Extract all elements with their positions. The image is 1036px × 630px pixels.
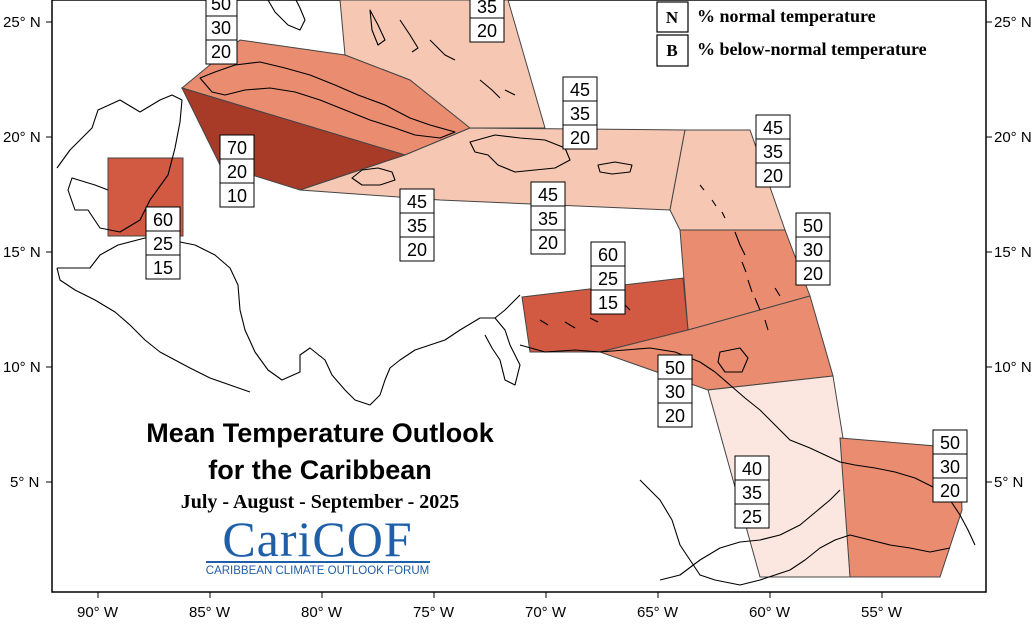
- box-value: 70: [227, 138, 247, 158]
- outlook-period: July - August - September - 2025: [180, 491, 460, 513]
- lat-label: 15° N: [994, 244, 1032, 261]
- lon-labels: 90° W 85° W 80° W 75° W 70° W 65° W 60° …: [77, 604, 903, 621]
- lat-label: 20° N: [994, 129, 1032, 146]
- box-value: 25: [598, 269, 618, 289]
- lon-label: 80° W: [301, 604, 343, 621]
- lat-label: 10° N: [3, 359, 41, 376]
- box-value: 50: [940, 433, 960, 453]
- forecast-box: 50 30 20: [205, 0, 238, 65]
- lon-label: 85° W: [189, 604, 231, 621]
- box-value: 10: [227, 186, 247, 206]
- logo-subtitle: CARIBBEAN CLIMATE OUTLOOK FORUM: [205, 565, 430, 577]
- forecast-box: 45 35 20: [755, 114, 791, 188]
- forecast-box: 35 20: [469, 0, 505, 43]
- lon-label: 70° W: [525, 604, 567, 621]
- forecast-box: 50 30 20: [657, 354, 693, 428]
- box-value: 45: [570, 80, 590, 100]
- box-value: 20: [763, 166, 783, 186]
- box-value: 50: [665, 358, 685, 378]
- box-value: 35: [570, 104, 590, 124]
- forecast-box: 60 25 15: [145, 206, 181, 280]
- legend-text-b: % below-normal temperature: [697, 39, 927, 59]
- lon-label: 75° W: [413, 604, 455, 621]
- legend-key-box: [656, 1, 689, 33]
- forecast-boxes: 50 30 20 35 20 70 20 10 60 25 15: [145, 0, 968, 529]
- lat-label: 5° N: [10, 474, 39, 491]
- box-value: 35: [742, 483, 762, 503]
- box-value: 25: [153, 234, 173, 254]
- lat-labels-right: 25° N 20° N 15° N 10° N 5° N: [994, 14, 1032, 491]
- axis-ticks: [46, 21, 992, 598]
- logo-divider: [206, 561, 430, 563]
- box-value: 30: [211, 18, 231, 38]
- lon-label: 90° W: [77, 604, 119, 621]
- lat-label: 20° N: [3, 129, 41, 146]
- forecast-box: 45 35 20: [399, 188, 435, 262]
- box-value: 20: [407, 240, 427, 260]
- box-value: 50: [803, 216, 823, 236]
- box-value: 30: [940, 457, 960, 477]
- box-value: 20: [227, 162, 247, 182]
- box-value: 20: [211, 42, 231, 62]
- forecast-box: 45 35 20: [530, 181, 566, 255]
- map-title-line2: for the Caribbean: [208, 455, 432, 485]
- box-value: 35: [477, 0, 497, 17]
- box-value: 60: [598, 245, 618, 265]
- lon-label: 65° W: [637, 604, 679, 621]
- box-value: 30: [803, 240, 823, 260]
- legend-key-box: [656, 34, 689, 67]
- box-value: 45: [407, 192, 427, 212]
- legend-key-b: B: [666, 41, 677, 60]
- map-title-line1: Mean Temperature Outlook: [146, 418, 494, 448]
- box-value: 45: [763, 118, 783, 138]
- box-value: 20: [477, 21, 497, 41]
- lat-label: 25° N: [3, 14, 41, 31]
- coastlines: [56, 0, 976, 586]
- lat-label: 25° N: [994, 14, 1032, 31]
- caricof-logo: CariCOF CARIBBEAN CLIMATE OUTLOOK FORUM: [200, 511, 435, 580]
- forecast-box: 40 35 25: [734, 455, 770, 529]
- box-value: 35: [538, 209, 558, 229]
- lat-label: 10° N: [994, 359, 1032, 376]
- box-value: 35: [407, 216, 427, 236]
- legend-key-n: N: [666, 8, 679, 27]
- box-value: 20: [538, 233, 558, 253]
- box-value: 20: [940, 481, 960, 501]
- box-value: 50: [211, 0, 231, 14]
- box-value: 20: [803, 264, 823, 284]
- forecast-box: 60 25 15: [590, 241, 626, 315]
- legend: N % normal temperature B % below-normal …: [656, 1, 927, 67]
- box-value: 15: [153, 258, 173, 278]
- forecast-box: 50 30 20: [932, 429, 968, 503]
- box-value: 60: [153, 210, 173, 230]
- lon-label: 60° W: [749, 604, 791, 621]
- lat-label: 5° N: [994, 474, 1023, 491]
- box-value: 45: [538, 185, 558, 205]
- forecast-box: 50 30 20: [795, 212, 831, 286]
- box-value: 15: [598, 293, 618, 313]
- box-value: 20: [570, 128, 590, 148]
- logo-wordmark: CariCOF: [222, 511, 413, 567]
- box-value: 25: [742, 507, 762, 527]
- box-value: 20: [665, 406, 685, 426]
- lon-label: 55° W: [861, 604, 903, 621]
- box-value: 35: [763, 142, 783, 162]
- box-value: 40: [742, 459, 762, 479]
- forecast-box: 45 35 20: [562, 76, 598, 150]
- forecast-box: 70 20 10: [219, 134, 255, 208]
- legend-text-n: % normal temperature: [697, 6, 876, 26]
- box-value: 30: [665, 382, 685, 402]
- lat-label: 15° N: [3, 244, 41, 261]
- lat-labels-left: 25° N 20° N 15° N 10° N 5° N: [3, 14, 41, 491]
